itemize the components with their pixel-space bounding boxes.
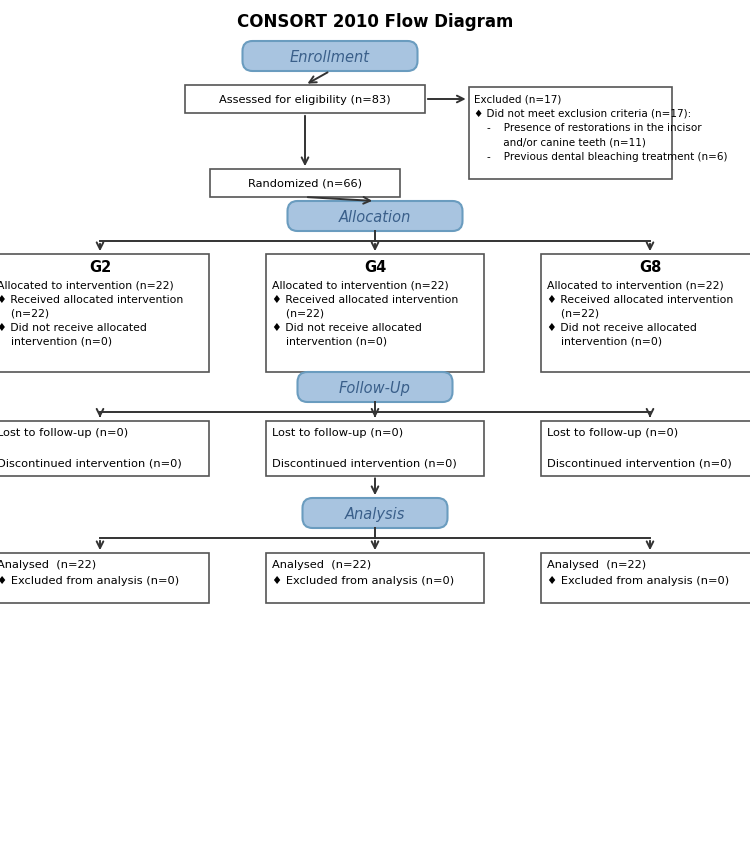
FancyBboxPatch shape	[0, 255, 209, 373]
FancyBboxPatch shape	[266, 255, 484, 373]
FancyBboxPatch shape	[185, 86, 425, 114]
Text: Lost to follow-up (n=0)

Discontinued intervention (n=0): Lost to follow-up (n=0) Discontinued int…	[547, 427, 732, 468]
Text: Lost to follow-up (n=0)

Discontinued intervention (n=0): Lost to follow-up (n=0) Discontinued int…	[272, 427, 457, 468]
Text: G4: G4	[364, 260, 386, 276]
Text: Analysed  (n=22)
♦ Excluded from analysis (n=0): Analysed (n=22) ♦ Excluded from analysis…	[0, 560, 179, 585]
FancyBboxPatch shape	[0, 554, 209, 604]
Text: Randomized (n=66): Randomized (n=66)	[248, 179, 362, 189]
FancyBboxPatch shape	[266, 421, 484, 476]
FancyBboxPatch shape	[298, 373, 452, 403]
Text: Analysed  (n=22)
♦ Excluded from analysis (n=0): Analysed (n=22) ♦ Excluded from analysis…	[547, 560, 729, 585]
Text: Allocation: Allocation	[339, 209, 411, 224]
Text: Analysed  (n=22)
♦ Excluded from analysis (n=0): Analysed (n=22) ♦ Excluded from analysis…	[272, 560, 454, 585]
FancyBboxPatch shape	[287, 201, 463, 232]
Text: Assessed for eligibility (n=83): Assessed for eligibility (n=83)	[219, 95, 391, 105]
FancyBboxPatch shape	[0, 421, 209, 476]
Text: CONSORT 2010 Flow Diagram: CONSORT 2010 Flow Diagram	[237, 13, 513, 31]
FancyBboxPatch shape	[210, 170, 400, 198]
FancyBboxPatch shape	[541, 421, 750, 476]
Text: Allocated to intervention (n=22)
♦ Received allocated intervention
    (n=22)
♦ : Allocated to intervention (n=22) ♦ Recei…	[547, 281, 734, 347]
FancyBboxPatch shape	[469, 88, 671, 180]
Text: Excluded (n=17)
♦ Did not meet exclusion criteria (n=17):
    -    Presence of r: Excluded (n=17) ♦ Did not meet exclusion…	[473, 94, 727, 161]
Text: Lost to follow-up (n=0)

Discontinued intervention (n=0): Lost to follow-up (n=0) Discontinued int…	[0, 427, 182, 468]
Text: Allocated to intervention (n=22)
♦ Received allocated intervention
    (n=22)
♦ : Allocated to intervention (n=22) ♦ Recei…	[0, 281, 183, 347]
Text: G2: G2	[88, 260, 111, 276]
FancyBboxPatch shape	[302, 499, 448, 529]
Text: G8: G8	[639, 260, 662, 276]
Text: Analysis: Analysis	[345, 506, 405, 521]
Text: Allocated to intervention (n=22)
♦ Received allocated intervention
    (n=22)
♦ : Allocated to intervention (n=22) ♦ Recei…	[272, 281, 458, 347]
Text: Follow-Up: Follow-Up	[339, 380, 411, 395]
FancyBboxPatch shape	[266, 554, 484, 604]
FancyBboxPatch shape	[242, 42, 418, 72]
FancyBboxPatch shape	[541, 255, 750, 373]
FancyBboxPatch shape	[541, 554, 750, 604]
Text: Enrollment: Enrollment	[290, 49, 370, 65]
